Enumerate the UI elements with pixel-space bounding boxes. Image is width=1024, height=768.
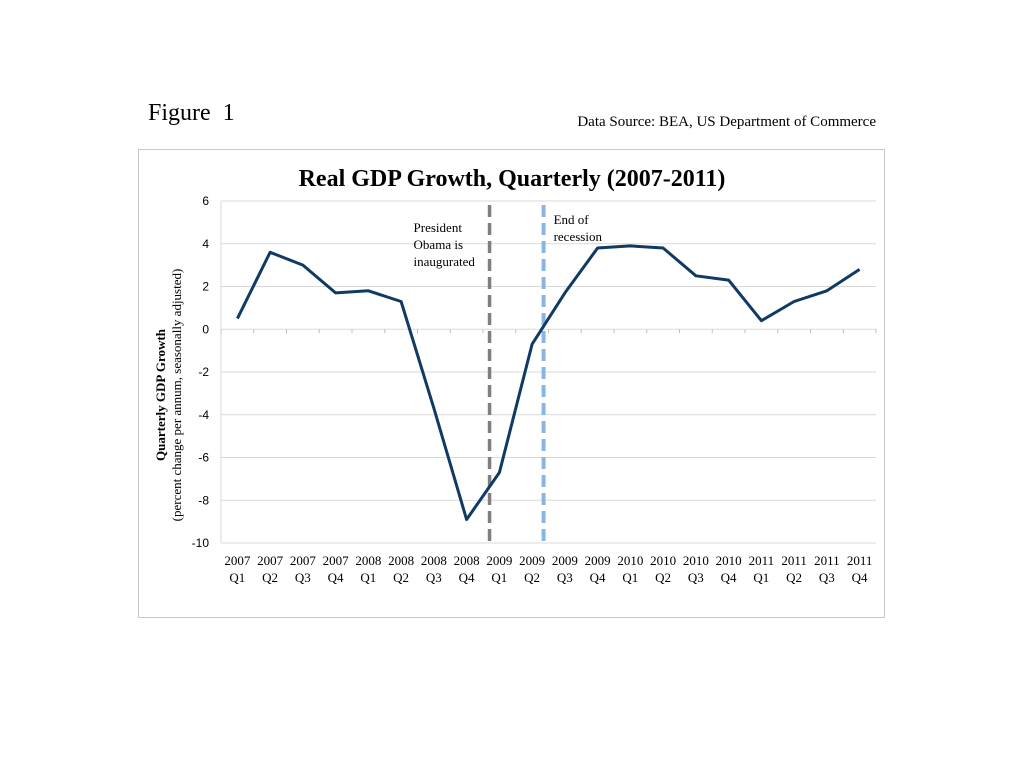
chart-title: Real GDP Growth, Quarterly (2007-2011) <box>299 166 726 192</box>
x-tick-quarter: Q2 <box>393 570 409 585</box>
x-tick-year: 2008 <box>454 553 480 568</box>
x-tick-year: 2009 <box>486 553 512 568</box>
y-axis-subtitle: (percent change per annum, seasonally ad… <box>169 269 184 522</box>
gdp-series-line <box>236 244 861 521</box>
x-tick-quarter: Q2 <box>786 570 802 585</box>
y-tick-label: -4 <box>198 408 209 422</box>
x-tick-year: 2010 <box>650 553 676 568</box>
x-tick-year: 2011 <box>814 553 840 568</box>
annotation-labels: President Obama is inaugurated End of recess… <box>414 212 603 269</box>
x-tick-year: 2011 <box>749 553 775 568</box>
x-tick-quarter: Q1 <box>229 570 245 585</box>
annotation-line: Obama is <box>414 237 463 252</box>
y-tick-label: 2 <box>202 280 209 294</box>
annotation-line: President <box>414 220 463 235</box>
x-tick-year: 2008 <box>355 553 381 568</box>
annotation-line: inaugurated <box>414 254 476 269</box>
x-tick-quarter: Q3 <box>557 570 573 585</box>
x-tick-quarter: Q4 <box>721 570 737 585</box>
x-tick-year: 2010 <box>617 553 643 568</box>
annotation-line: End of <box>554 212 590 227</box>
y-tick-label: -10 <box>192 536 210 550</box>
annotation-line: recession <box>554 229 603 244</box>
y-tick-label: 6 <box>202 194 209 208</box>
y-tick-label: -8 <box>198 493 209 507</box>
y-tick-label: -2 <box>198 365 209 379</box>
figure-label: Figure 1 <box>148 100 235 126</box>
x-tick-year: 2009 <box>519 553 545 568</box>
y-axis-ticks: 6 4 2 0 -2 -4 -6 -8 -10 <box>192 194 210 550</box>
x-axis-ticks: 2007 Q1 2007 Q2 2007 Q3 2007 Q4 2008 Q1 2008 Q2 2008… <box>224 553 872 585</box>
x-tick-quarter: Q2 <box>524 570 540 585</box>
x-tick-quarter: Q2 <box>655 570 671 585</box>
x-tick-quarter: Q1 <box>753 570 769 585</box>
x-tick-year: 2008 <box>388 553 414 568</box>
x-tick-quarter: Q4 <box>328 570 344 585</box>
x-tick-quarter: Q3 <box>688 570 704 585</box>
y-tick-label: 4 <box>202 237 209 251</box>
grid-lines <box>220 200 877 544</box>
x-tick-year: 2007 <box>290 553 317 568</box>
x-tick-quarter: Q4 <box>459 570 475 585</box>
y-tick-label: 0 <box>202 322 209 336</box>
data-source: Data Source: BEA, US Department of Comme… <box>577 114 876 130</box>
event-markers <box>487 205 546 543</box>
x-tick-quarter: Q4 <box>590 570 606 585</box>
x-tick-year: 2008 <box>421 553 447 568</box>
x-tick-year: 2009 <box>552 553 578 568</box>
x-tick-quarter: Q1 <box>622 570 638 585</box>
x-tick-year: 2007 <box>224 553 251 568</box>
gdp-chart: Real GDP Growth, Quarterly (2007-2011) 6… <box>153 166 877 585</box>
x-tick-year: 2010 <box>683 553 709 568</box>
x-tick-quarter: Q3 <box>295 570 311 585</box>
x-tick-year: 2011 <box>781 553 807 568</box>
x-tick-year: 2007 <box>257 553 284 568</box>
x-tick-quarter: Q3 <box>426 570 442 585</box>
x-tick-year: 2009 <box>585 553 611 568</box>
x-tick-quarter: Q4 <box>852 570 868 585</box>
y-tick-label: -6 <box>198 451 209 465</box>
x-tick-quarter: Q1 <box>360 570 376 585</box>
y-axis-label: Quarterly GDP Growth (percent change per… <box>153 269 184 522</box>
x-tick-year: 2010 <box>716 553 742 568</box>
chart-frame: Real GDP Growth, Quarterly (2007-2011) 6… <box>138 149 885 618</box>
x-tick-quarter: Q3 <box>819 570 835 585</box>
y-axis-title: Quarterly GDP Growth <box>153 328 168 461</box>
x-tick-year: 2007 <box>323 553 350 568</box>
x-tick-quarter: Q1 <box>491 570 507 585</box>
x-tick-quarter: Q2 <box>262 570 278 585</box>
x-tick-year: 2011 <box>847 553 873 568</box>
